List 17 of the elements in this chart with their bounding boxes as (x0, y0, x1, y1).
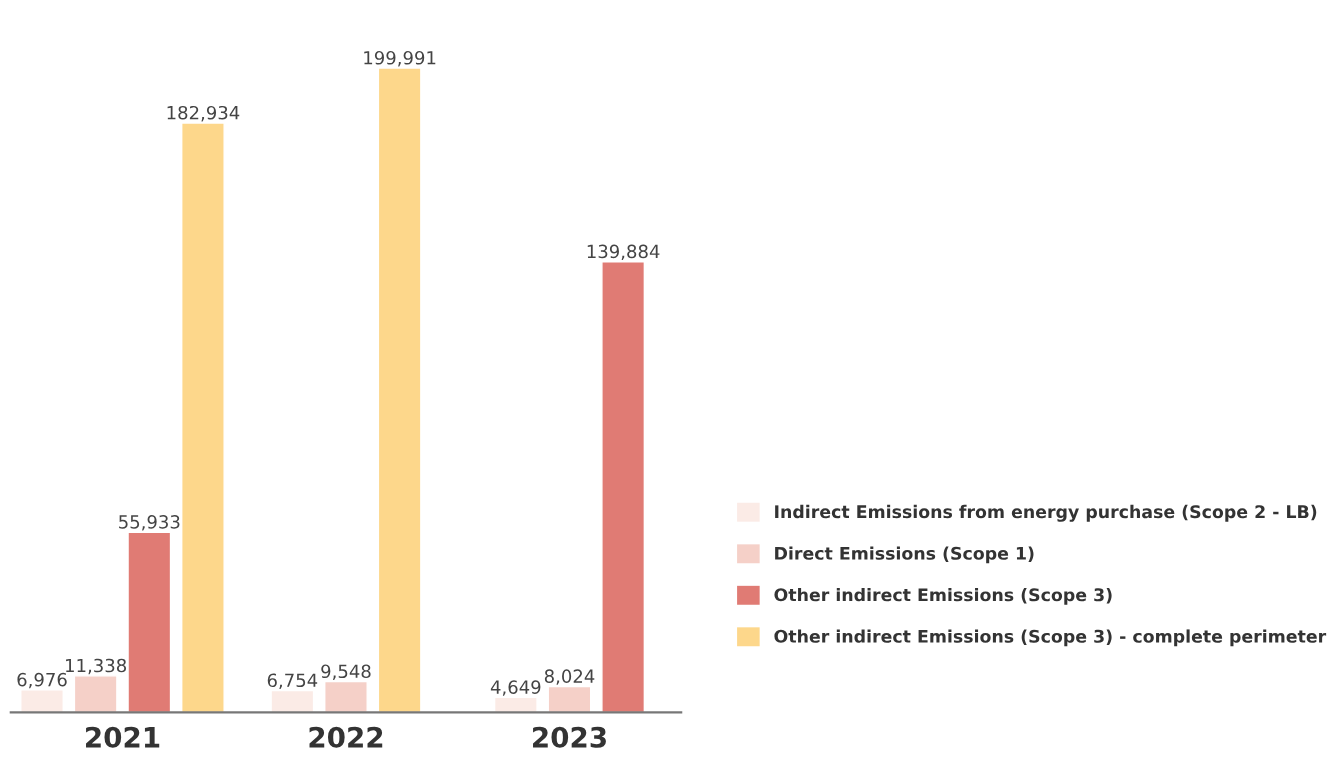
data-label: 55,933 (119, 515, 180, 531)
data-label: 8,024 (544, 669, 595, 685)
legend-label: Other indirect Emissions (Scope 3) (774, 587, 1112, 605)
data-label: 139,884 (587, 244, 660, 261)
data-label: 182,934 (167, 105, 240, 122)
legend-label: Other indirect Emissions (Scope 3) - complete perimeter (774, 629, 1327, 647)
legend-label: Indirect Emissions from energy purchase (Scope 2 - LB) (775, 504, 1317, 522)
data-label: 6,976 (17, 672, 67, 689)
data-label: 4,649 (490, 680, 541, 696)
data-label: 9,548 (321, 664, 371, 680)
data-label: 199,991 (364, 50, 436, 67)
data-label: 6,754 (267, 673, 318, 689)
x-tick-label: 2023 (533, 726, 606, 748)
x-tick-label: 2021 (86, 726, 160, 748)
legend-label: Direct Emissions (Scope 1) (775, 546, 1034, 564)
data-label: 11,338 (66, 658, 127, 675)
x-tick-label: 2022 (309, 726, 383, 748)
